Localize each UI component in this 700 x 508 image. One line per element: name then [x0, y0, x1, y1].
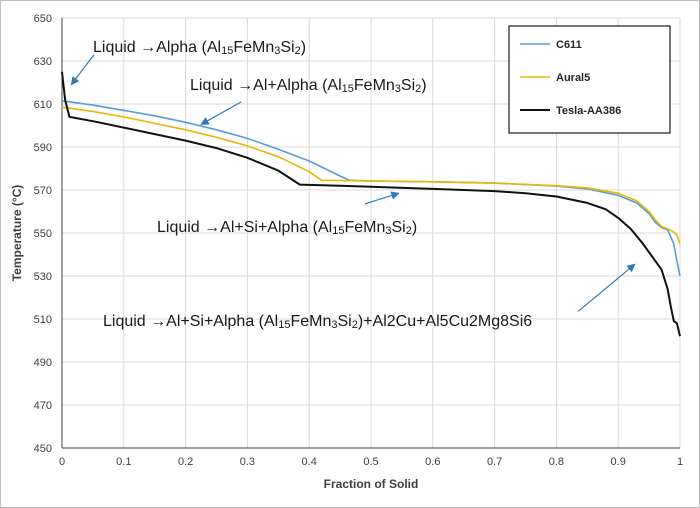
annotation-arrow	[364, 191, 400, 205]
y-tick-label: 510	[34, 314, 52, 326]
annotation-arrow	[577, 263, 636, 312]
y-tick-label: 570	[34, 185, 52, 197]
x-tick-labels: 0 0.1 0.2 0.3 0.4 0.5 0.6 0.7 0.8 0.9 1	[59, 456, 683, 468]
y-tick-labels: 450 470 490 510 530 550 570 590 610 630 650	[34, 13, 52, 455]
gridlines	[62, 17, 681, 448]
y-tick-label: 630	[34, 56, 52, 68]
legend: C611 Aural5 Tesla-AA386	[508, 25, 671, 134]
x-tick-label: 0.4	[302, 456, 317, 468]
annotation-label: Liquid →Al+Si+Alpha (Al15FeMn3Si2)+Al2Cu…	[103, 313, 532, 331]
series-lines	[61, 71, 681, 337]
x-tick-label: 0.3	[240, 456, 255, 468]
y-tick-label: 650	[34, 13, 52, 25]
annotation-label: Liquid →Al+Si+Alpha (Al15FeMn3Si2)	[157, 219, 417, 237]
annotation-label: Liquid →Alpha (Al15FeMn3Si2)	[93, 39, 306, 57]
legend-label: Tesla-AA386	[556, 105, 621, 117]
x-tick-label: 0.1	[116, 456, 131, 468]
x-tick-label: 0.5	[363, 456, 378, 468]
y-tick-label: 550	[34, 228, 52, 240]
legend-label: Aural5	[556, 72, 590, 84]
y-tick-label: 450	[34, 443, 52, 455]
y-tick-label: 610	[34, 99, 52, 111]
x-tick-label: 0.6	[425, 456, 440, 468]
y-tick-label: 470	[34, 400, 52, 412]
y-tick-label: 530	[34, 271, 52, 283]
x-tick-label: 0.2	[178, 456, 193, 468]
y-tick-label: 590	[34, 142, 52, 154]
x-tick-label: 0.7	[487, 456, 502, 468]
axes	[61, 18, 680, 449]
x-tick-label: 1	[677, 456, 683, 468]
x-axis-title: Fraction of Solid	[324, 477, 419, 491]
annotation-arrow	[70, 54, 95, 86]
x-tick-label: 0.8	[549, 456, 564, 468]
x-tick-label: 0	[59, 456, 65, 468]
y-axis-title: Temperature (°C)	[10, 185, 24, 282]
annotation-arrow	[200, 101, 242, 125]
legend-label: C611	[556, 39, 582, 51]
series-line-aural5	[61, 106, 681, 245]
annotation-label: Liquid →Al+Alpha (Al15FeMn3Si2)	[190, 77, 427, 95]
y-tick-label: 490	[34, 357, 52, 369]
x-tick-label: 0.9	[611, 456, 626, 468]
series-line-tesla-aa386	[61, 71, 681, 337]
annotations: Liquid →Alpha (Al15FeMn3Si2) Liquid →Al+A…	[70, 39, 636, 331]
